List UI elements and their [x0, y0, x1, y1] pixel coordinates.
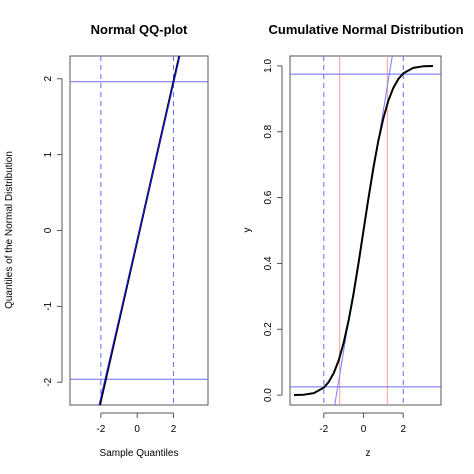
qq-plot-data-area — [70, 56, 208, 405]
qq-y-tick-label: 0 — [43, 227, 54, 233]
qq-y-tick-label: -2 — [43, 377, 54, 386]
cdf-x-tick-label: 0 — [361, 424, 367, 435]
cdf-plot-x-axis-label: z — [366, 448, 371, 459]
cdf-y-tick-label: 0.4 — [263, 256, 274, 270]
qq-plot-y-axis-label: Quantiles of the Normal Distribution — [4, 151, 15, 309]
qq-reference-line — [98, 56, 181, 405]
qq-x-tick-label: 2 — [171, 424, 177, 435]
cdf-y-tick-label: 0.6 — [263, 190, 274, 204]
cdf-x-tick-label: -2 — [319, 424, 328, 435]
qq-plot-axes: -2 0 2 -2 -1 0 1 2 — [43, 76, 177, 435]
cdf-x-tick-label: 2 — [400, 424, 406, 435]
cdf-y-tick-label: 1.0 — [263, 58, 274, 72]
cdf-plot-data-area — [290, 56, 441, 405]
qq-plot-title: Normal QQ-plot — [91, 22, 188, 37]
qq-y-tick-label: 2 — [43, 76, 54, 82]
qq-plot-panel: Normal QQ-plot -2 0 2 -2 -1 0 1 2 Sample Quanti… — [4, 22, 209, 459]
qq-plot-frame — [69, 55, 209, 406]
qq-y-tick-label: 1 — [43, 151, 54, 157]
cdf-plot-title: Cumulative Normal Distribution — [268, 22, 463, 37]
qq-y-tick-label: -1 — [43, 301, 54, 310]
qq-plot-x-axis-label: Sample Quantiles — [100, 448, 179, 459]
cdf-curve — [293, 64, 434, 397]
cdf-plot-axes: -2 0 2 0.0 0.2 0.4 0.6 0.8 1.0 — [263, 58, 406, 435]
qq-x-tick-label: -2 — [96, 424, 105, 435]
cdf-plot-y-axis-label: y — [242, 228, 253, 233]
cdf-plot-frame — [289, 55, 442, 406]
qq-x-tick-label: 0 — [134, 424, 140, 435]
cdf-plot-panel: Cumulative Normal Distribution -2 0 2 0.0 0.… — [242, 22, 464, 459]
cdf-y-tick-label: 0.8 — [263, 124, 274, 138]
cdf-y-tick-label: 0.2 — [263, 322, 274, 336]
cdf-y-tick-label: 0.0 — [263, 388, 274, 402]
